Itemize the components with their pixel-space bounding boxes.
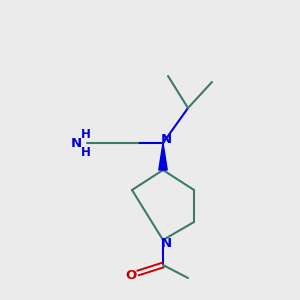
Polygon shape (159, 143, 167, 170)
Text: O: O (125, 269, 136, 282)
Text: N: N (71, 137, 82, 150)
Text: H: H (81, 128, 90, 141)
Text: H: H (81, 146, 90, 158)
Text: N: N (161, 237, 172, 250)
Text: N: N (161, 133, 172, 146)
